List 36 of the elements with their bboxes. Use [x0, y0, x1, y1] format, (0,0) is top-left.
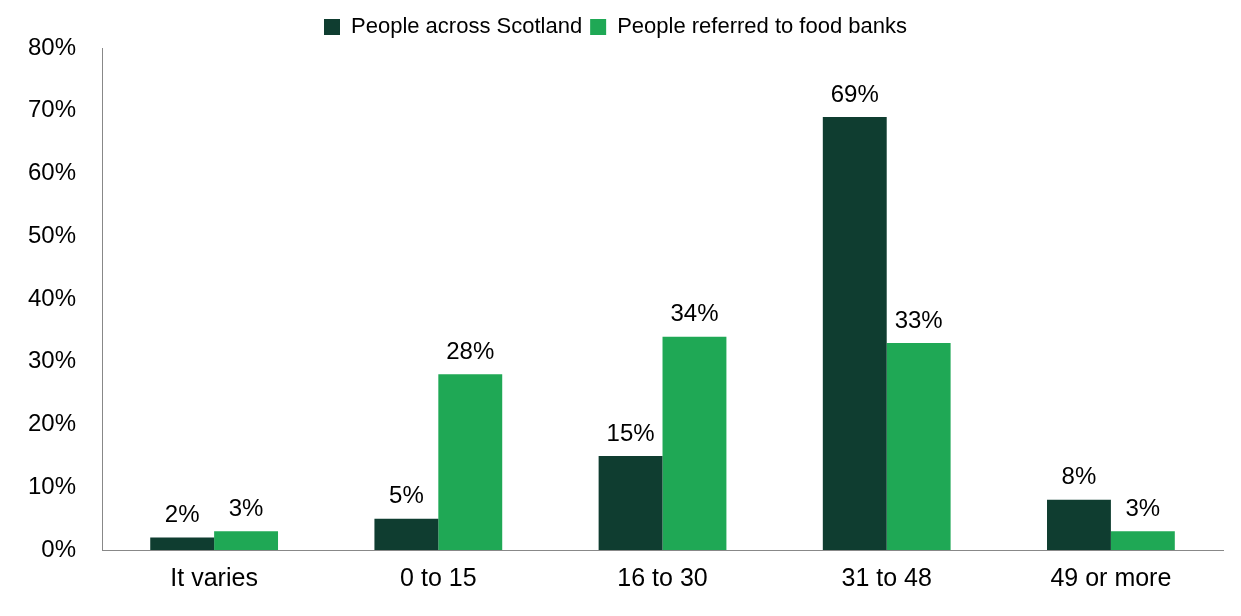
data-label: 34%	[670, 299, 719, 327]
y-tick-label: 70%	[27, 95, 77, 123]
y-tick-label: 0%	[41, 534, 77, 562]
data-label: 15%	[606, 418, 655, 446]
data-label: 28%	[446, 336, 495, 364]
bar	[1110, 531, 1175, 550]
bar	[822, 117, 887, 550]
legend-label: People referred to food banks	[617, 13, 907, 39]
bar	[598, 455, 663, 550]
data-label: 69%	[830, 79, 879, 107]
y-tick-label: 30%	[27, 346, 77, 374]
x-tick-label: It varies	[170, 562, 258, 591]
bar	[214, 531, 279, 550]
bar	[886, 342, 951, 550]
y-tick-label: 80%	[27, 32, 77, 60]
data-label: 33%	[894, 305, 943, 333]
x-tick-label: 16 to 30	[617, 562, 708, 591]
y-tick-label: 60%	[27, 158, 77, 186]
x-tick-label: 0 to 15	[400, 562, 477, 591]
data-label: 5%	[389, 481, 424, 509]
data-label: 8%	[1061, 462, 1097, 490]
bar	[150, 537, 215, 550]
data-label: 3%	[1125, 493, 1161, 521]
bar	[374, 518, 439, 550]
bar	[1047, 499, 1111, 550]
y-tick-label: 50%	[27, 220, 77, 248]
x-tick-label: 31 to 48	[841, 562, 932, 591]
y-tick-label: 10%	[27, 471, 77, 499]
bar	[662, 336, 727, 550]
y-tick-label: 20%	[27, 409, 77, 437]
y-tick-label: 40%	[27, 283, 77, 311]
legend-label: People across Scotland	[351, 13, 583, 39]
data-label: 3%	[228, 493, 264, 521]
bar	[438, 374, 503, 550]
data-label: 2%	[164, 500, 200, 528]
x-tick-label: 49 or more	[1050, 562, 1172, 591]
